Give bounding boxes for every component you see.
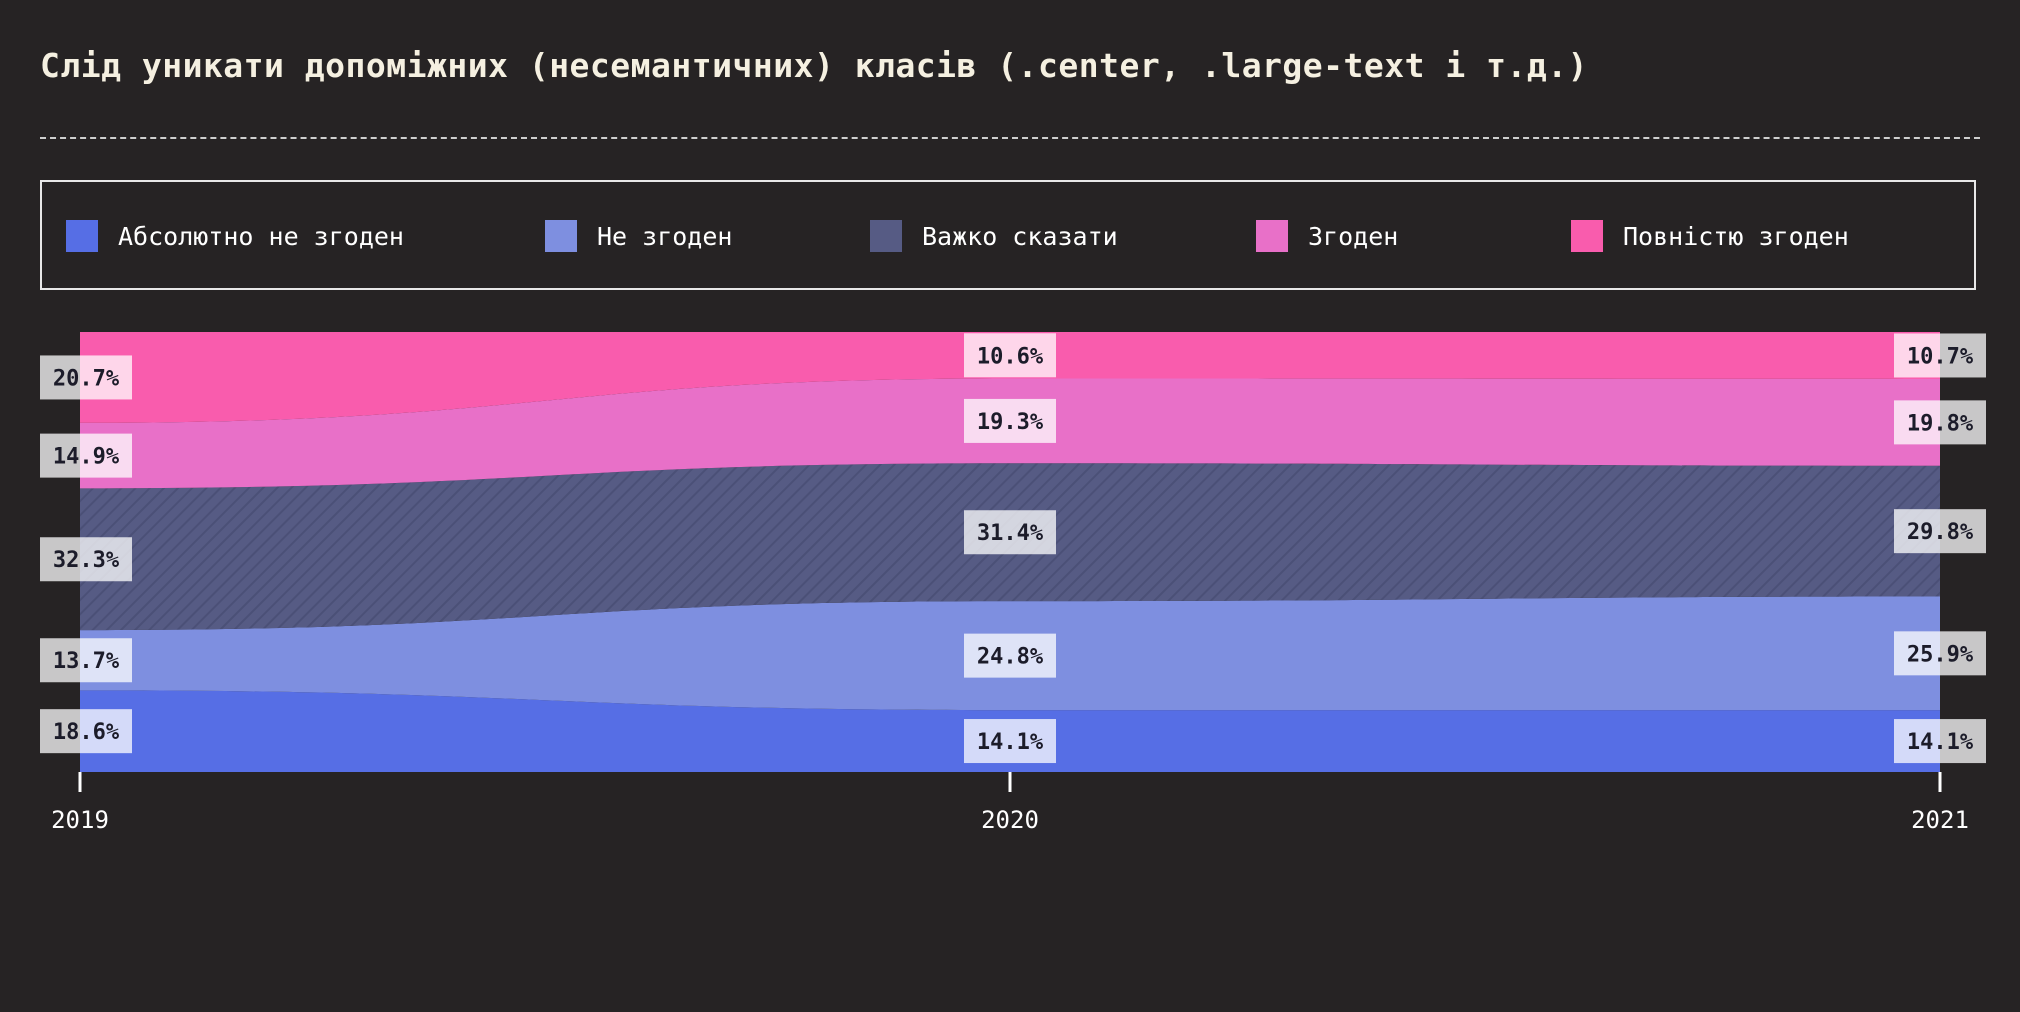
data-label: 18.6% — [40, 709, 132, 754]
title-divider — [40, 137, 1980, 139]
legend-item-strongly-disagree[interactable]: Абсолютно не згоден — [66, 219, 404, 253]
x-tick-label: 2020 — [981, 806, 1039, 834]
data-label: 31.4% — [964, 510, 1056, 555]
svg-text:14.9%: 14.9% — [53, 445, 120, 470]
svg-text:20.7%: 20.7% — [53, 366, 120, 391]
legend-swatch — [1256, 220, 1288, 252]
x-tick-label: 2019 — [51, 806, 109, 834]
legend: Абсолютно не згоден Не згоден Важко сказ… — [40, 180, 1976, 290]
legend-item-neutral[interactable]: Важко сказати — [870, 219, 1118, 253]
legend-label: Абсолютно не згоден — [118, 221, 404, 251]
data-label: 19.3% — [964, 398, 1056, 443]
svg-text:19.3%: 19.3% — [977, 410, 1044, 435]
svg-text:14.1%: 14.1% — [977, 730, 1044, 755]
svg-text:31.4%: 31.4% — [977, 521, 1044, 546]
data-label: 10.6% — [964, 333, 1056, 378]
data-label: 19.8% — [1894, 400, 1986, 445]
legend-item-strongly-agree[interactable]: Повністю згоден — [1571, 219, 1849, 253]
legend-swatch — [1571, 220, 1603, 252]
x-tick-label: 2021 — [1911, 806, 1969, 834]
svg-text:19.8%: 19.8% — [1907, 411, 1974, 436]
data-label: 29.8% — [1894, 509, 1986, 554]
svg-text:25.9%: 25.9% — [1907, 642, 1974, 667]
svg-text:24.8%: 24.8% — [977, 645, 1044, 670]
svg-text:29.8%: 29.8% — [1907, 520, 1974, 545]
data-label: 14.1% — [1894, 719, 1986, 764]
data-label: 13.7% — [40, 638, 132, 683]
data-label: 24.8% — [964, 633, 1056, 678]
legend-label: Згоден — [1308, 221, 1399, 251]
legend-label: Повністю згоден — [1623, 221, 1849, 251]
data-label: 32.3% — [40, 537, 132, 582]
area-Повністю згоден — [80, 332, 1940, 423]
data-label: 10.7% — [1894, 333, 1986, 378]
svg-text:10.7%: 10.7% — [1907, 344, 1974, 369]
legend-swatch — [545, 220, 577, 252]
svg-text:14.1%: 14.1% — [1907, 730, 1974, 755]
svg-text:13.7%: 13.7% — [53, 649, 120, 674]
svg-text:10.6%: 10.6% — [977, 344, 1044, 369]
legend-swatch — [66, 220, 98, 252]
legend-item-agree[interactable]: Згоден — [1256, 219, 1398, 253]
legend-swatch — [870, 220, 902, 252]
legend-label: Не згоден — [597, 221, 733, 251]
data-label: 25.9% — [1894, 631, 1986, 676]
legend-label: Важко сказати — [922, 221, 1118, 251]
data-label: 14.9% — [40, 433, 132, 478]
svg-text:32.3%: 32.3% — [53, 548, 120, 573]
data-label: 14.1% — [964, 719, 1056, 764]
svg-text:18.6%: 18.6% — [53, 720, 120, 745]
legend-item-disagree[interactable]: Не згоден — [545, 219, 732, 253]
data-label: 20.7% — [40, 355, 132, 400]
chart-title: Слід уникати допоміжних (несемантичних) … — [40, 46, 1588, 85]
